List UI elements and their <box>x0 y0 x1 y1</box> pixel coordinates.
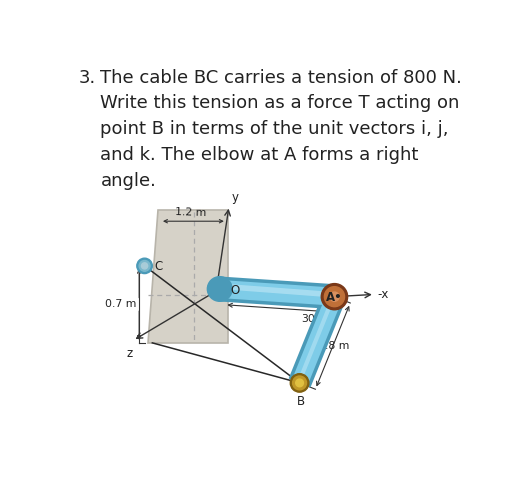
Text: C: C <box>155 260 163 273</box>
Circle shape <box>296 379 304 387</box>
Circle shape <box>321 284 348 310</box>
Circle shape <box>290 373 309 392</box>
Text: 3.: 3. <box>79 69 96 87</box>
Text: z: z <box>127 347 133 360</box>
Text: 1.6 m: 1.6 m <box>279 297 310 307</box>
Circle shape <box>210 280 229 298</box>
Circle shape <box>141 263 148 269</box>
Circle shape <box>324 287 344 307</box>
Circle shape <box>330 292 339 301</box>
Polygon shape <box>149 210 227 343</box>
Text: 30°: 30° <box>301 313 321 323</box>
Text: B: B <box>297 395 305 408</box>
Circle shape <box>207 277 232 301</box>
Text: y: y <box>232 191 238 204</box>
Circle shape <box>139 260 150 271</box>
Circle shape <box>217 286 223 292</box>
Circle shape <box>137 258 152 274</box>
Circle shape <box>293 376 307 390</box>
Text: O: O <box>231 284 240 297</box>
Text: 0.7 m: 0.7 m <box>106 300 137 310</box>
Text: A•: A• <box>326 291 343 304</box>
Text: -x: -x <box>377 288 388 301</box>
Text: 1.2 m: 1.2 m <box>175 207 207 218</box>
Text: 0.8 m: 0.8 m <box>318 341 349 351</box>
Circle shape <box>213 283 226 295</box>
Text: The cable BC carries a tension of 800 N.
Write this tension as a force T acting : The cable BC carries a tension of 800 N.… <box>100 69 462 189</box>
